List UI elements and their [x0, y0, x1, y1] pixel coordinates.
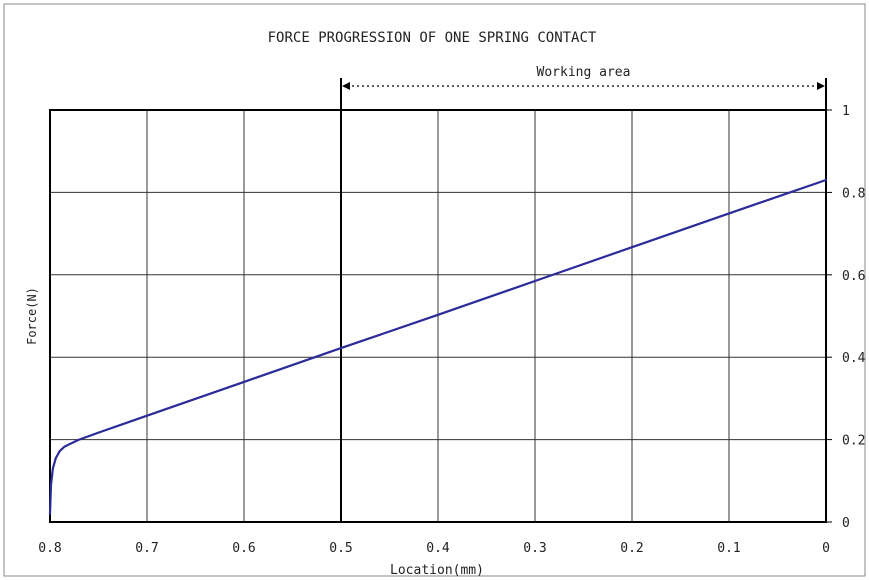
x-tick-label: 0.6: [232, 541, 255, 556]
working-area-arrowhead-right: [817, 82, 825, 90]
x-tick-label: 0.1: [717, 541, 740, 556]
chart-title: FORCE PROGRESSION OF ONE SPRING CONTACT: [268, 30, 597, 46]
working-area-arrowhead-left: [342, 82, 350, 90]
x-tick-labels: 0.8 0.7 0.6 0.5 0.4 0.3 0.2 0.1 0: [38, 541, 830, 556]
x-tick-label: 0.8: [38, 541, 61, 556]
working-area-annotation: Working area: [340, 65, 827, 522]
y-tick-label: 0: [842, 516, 850, 531]
x-tick-label: 0.3: [523, 541, 546, 556]
force-curve-line: [48, 178, 828, 515]
y-tick-label: 0.2: [842, 434, 865, 449]
x-axis-label: Location(mm): [390, 563, 484, 578]
x-tick-label: 0.7: [135, 541, 158, 556]
x-tick-label: 0.5: [329, 541, 352, 556]
y-axis-label: Force(N): [25, 287, 39, 345]
x-tick-label: 0.4: [426, 541, 450, 556]
y-tick-label: 1: [842, 104, 850, 119]
x-tick-label: 0.2: [620, 541, 643, 556]
y-tick-label: 0.6: [842, 269, 865, 284]
y-tick-label: 0.4: [842, 351, 866, 366]
working-area-label: Working area: [537, 65, 631, 80]
x-tick-label: 0: [822, 541, 830, 556]
chart-border: [3, 3, 866, 577]
y-tick-labels: 0 0.2 0.4 0.6 0.8 1: [826, 104, 866, 531]
y-tick-label: 0.8: [842, 186, 865, 201]
series-layer: [48, 178, 828, 515]
